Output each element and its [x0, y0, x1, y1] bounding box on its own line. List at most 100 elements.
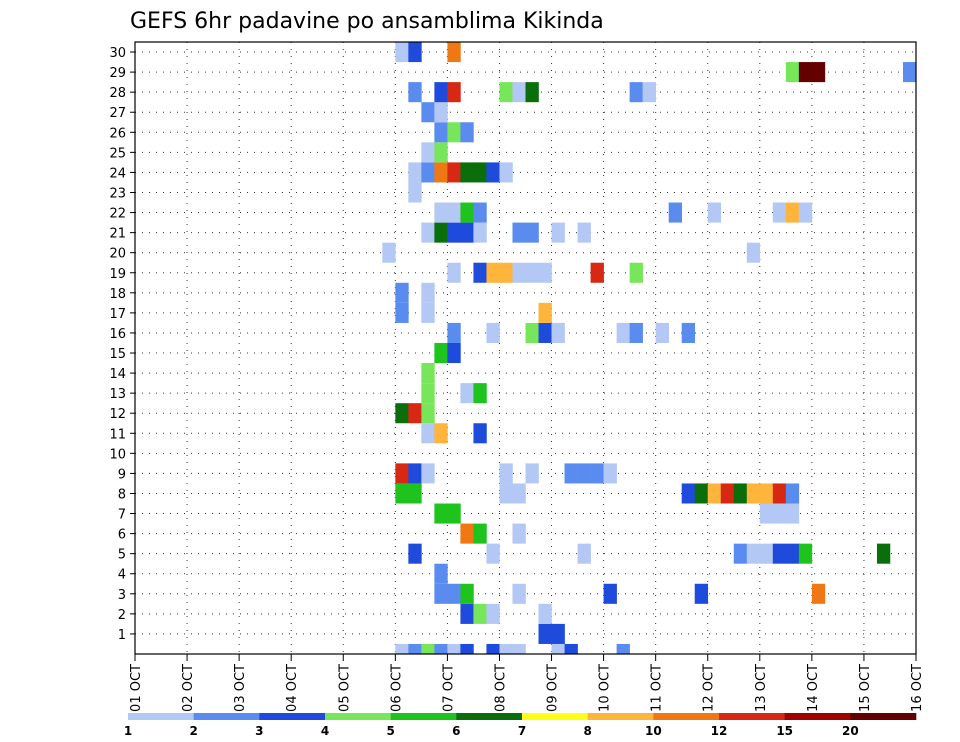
heatmap-cell	[577, 222, 591, 243]
heatmap-cell	[694, 583, 709, 604]
heatmap-cell	[408, 82, 422, 103]
y-tick-label: 24	[109, 166, 126, 181]
heatmap-cell	[486, 603, 500, 624]
heatmap-cell	[707, 202, 722, 223]
heatmap-cell	[694, 483, 709, 504]
heatmap-cell	[486, 322, 500, 343]
x-tick-label: 14 OCT	[806, 664, 821, 712]
heatmap-cell	[421, 142, 435, 163]
heatmap-cell	[434, 82, 448, 103]
heatmap-cell	[421, 102, 435, 123]
heatmap-cell	[447, 42, 461, 63]
heatmap-cell	[772, 543, 787, 564]
legend-swatch	[128, 713, 194, 720]
y-tick-label: 20	[109, 247, 126, 262]
heatmap-cell	[772, 202, 787, 223]
heatmap-cell	[876, 543, 891, 564]
heatmap-cell	[447, 162, 461, 183]
legend-label: 7	[518, 724, 526, 738]
heatmap-cell	[473, 423, 487, 444]
heatmap-cells	[382, 42, 917, 654]
heatmap-cell	[434, 222, 448, 243]
heatmap-cell	[746, 543, 761, 564]
heatmap-cell	[434, 342, 448, 364]
heatmap-cell	[512, 483, 526, 504]
heatmap-cell	[499, 483, 513, 504]
heatmap-cell	[616, 643, 630, 654]
y-tick-label: 25	[109, 146, 126, 161]
y-tick-label: 10	[109, 447, 126, 462]
heatmap-cell	[538, 623, 552, 644]
legend-swatch	[719, 713, 785, 720]
heatmap-cell	[603, 583, 617, 604]
y-tick-label: 28	[109, 86, 126, 101]
y-tick-label: 3	[118, 588, 126, 603]
legend-swatch	[850, 713, 917, 720]
heatmap-cell	[499, 643, 513, 654]
heatmap-cell	[733, 483, 748, 504]
heatmap-cell	[811, 62, 826, 83]
y-tick-label: 8	[118, 487, 126, 502]
heatmap-cell	[408, 463, 422, 484]
x-tick-label: 01 OCT	[129, 664, 144, 712]
legend-label: 5	[386, 724, 394, 738]
x-tick-label: 09 OCT	[546, 664, 561, 712]
heatmap-cell	[902, 62, 917, 83]
heatmap-cell	[447, 583, 461, 604]
y-tick-label: 26	[109, 126, 126, 141]
heatmap-cell	[421, 403, 435, 424]
heatmap-cell	[798, 202, 813, 223]
heatmap-cell	[629, 82, 643, 103]
legend-label: 2	[189, 724, 197, 738]
heatmap-cell	[772, 503, 787, 524]
heatmap-cell	[421, 222, 435, 243]
heatmap-cell	[759, 543, 774, 564]
x-tick-label: 03 OCT	[233, 664, 248, 712]
heatmap-cell	[538, 603, 552, 624]
y-tick-label: 19	[109, 267, 126, 282]
heatmap-cell	[538, 322, 552, 343]
heatmap-cell	[421, 423, 435, 444]
x-tick-label: 16 OCT	[910, 664, 925, 712]
heatmap-cell	[447, 643, 461, 654]
heatmap-cell	[408, 182, 422, 203]
heatmap-cell	[499, 262, 513, 283]
heatmap-cell	[564, 643, 578, 654]
heatmap-cell	[551, 623, 565, 644]
heatmap-cell	[434, 142, 448, 163]
heatmap-cell	[707, 483, 722, 504]
y-tick-label: 5	[118, 548, 126, 563]
y-tick-label: 27	[109, 106, 126, 121]
legend-label: 3	[255, 724, 263, 738]
heatmap-cell	[473, 383, 487, 404]
x-tick-label: 07 OCT	[441, 664, 456, 712]
heatmap-cell	[538, 262, 552, 283]
heatmap-cell	[551, 322, 565, 343]
legend-label: 1	[124, 724, 132, 738]
heatmap-cell	[421, 463, 435, 484]
heatmap-cell	[512, 82, 526, 103]
legend-swatch	[653, 713, 720, 720]
heatmap-cell	[759, 483, 774, 504]
legend-swatch	[522, 713, 588, 720]
heatmap-cell	[447, 122, 461, 143]
heatmap-cell	[733, 543, 748, 564]
y-axis-ticks: 1234567891011121314151617181920212223242…	[109, 46, 135, 643]
legend-swatch	[390, 713, 457, 720]
heatmap-cell	[499, 463, 513, 484]
heatmap-cell	[681, 322, 696, 343]
heatmap-cell	[486, 262, 500, 283]
y-tick-label: 29	[109, 66, 126, 81]
y-tick-label: 2	[118, 608, 126, 623]
legend-label: 12	[711, 724, 728, 738]
x-tick-label: 10 OCT	[598, 664, 613, 712]
heatmap-cell	[577, 463, 591, 484]
y-tick-label: 6	[118, 528, 126, 543]
heatmap-cell	[434, 643, 448, 654]
heatmap-cell	[408, 483, 422, 504]
heatmap-cell	[616, 322, 630, 343]
heatmap-cell	[512, 222, 526, 243]
y-tick-label: 13	[109, 387, 126, 402]
heatmap-cell	[408, 42, 422, 63]
